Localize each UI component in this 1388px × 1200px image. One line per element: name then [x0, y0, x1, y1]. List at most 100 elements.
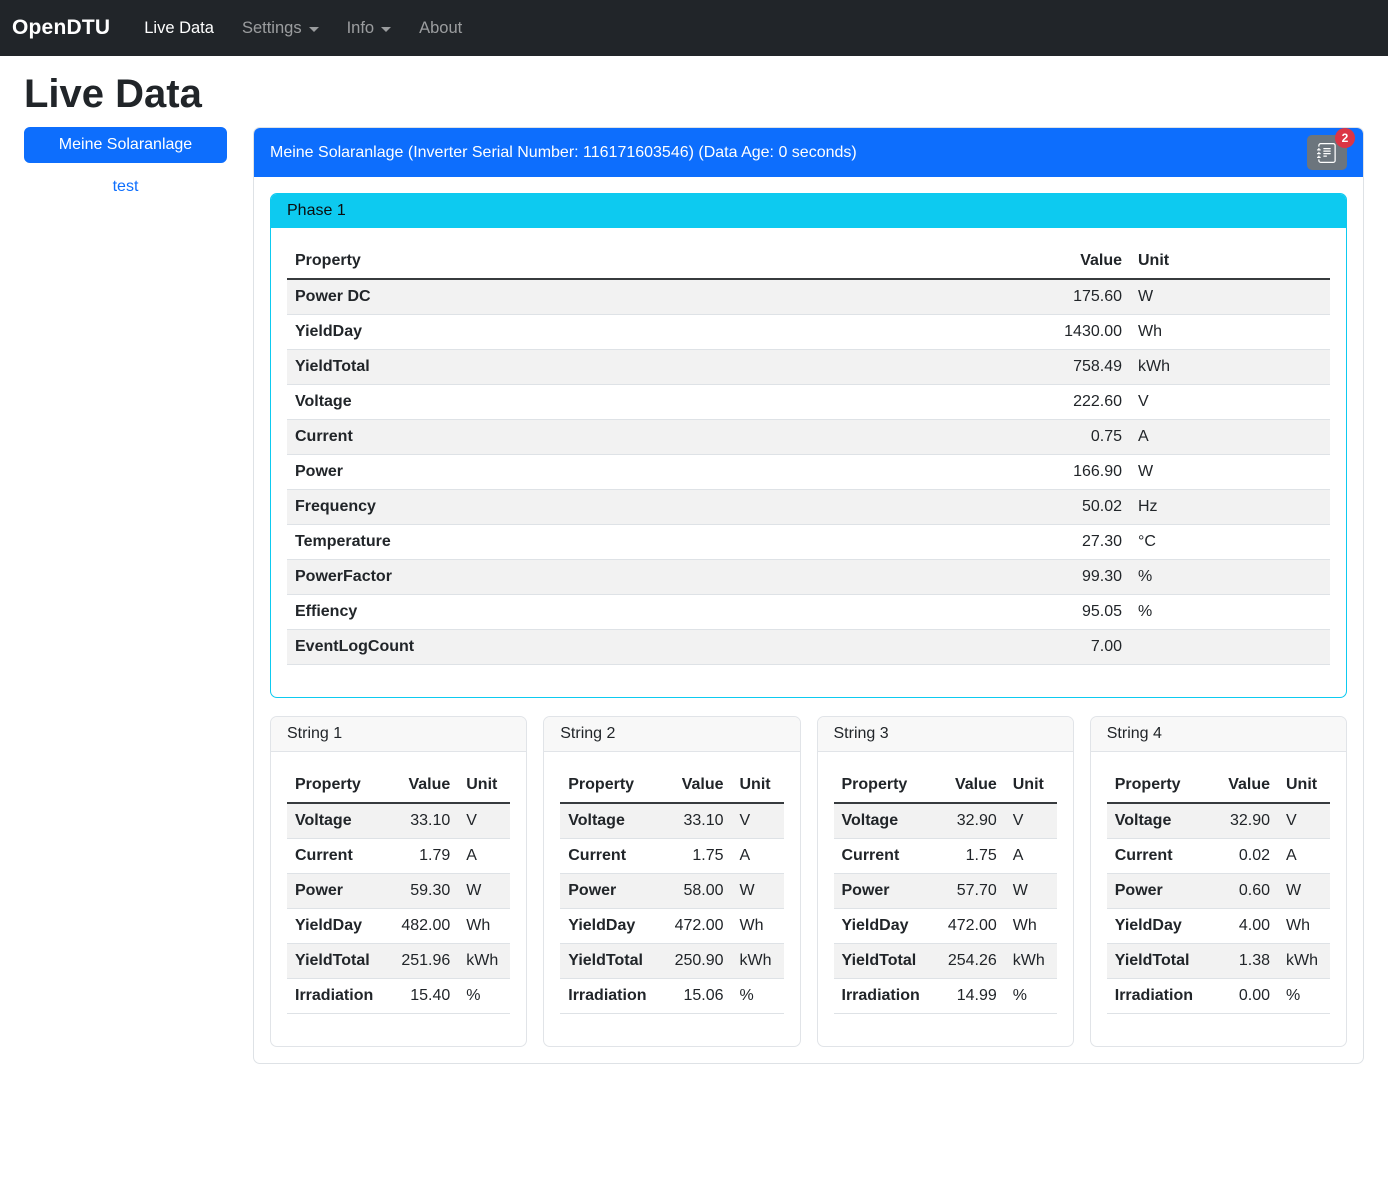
property-cell: YieldTotal [1114, 952, 1190, 969]
unit-cell: V [1138, 393, 1149, 410]
property-cell: Irradiation [1114, 987, 1193, 1004]
table-row: YieldDay 1430.00 Wh [287, 315, 1330, 350]
unit-cell: Hz [1138, 498, 1158, 515]
table-header-row: Property Value Unit [287, 244, 1330, 280]
inverter-select-link-test[interactable]: test [112, 178, 139, 195]
table-header-row: Property Value Unit [287, 768, 511, 804]
property-cell: Temperature [295, 533, 391, 550]
value-cell: 14.99 [956, 987, 997, 1004]
unit-cell: % [1286, 987, 1301, 1004]
table-row: Irradiation 14.99% [833, 979, 1057, 1014]
property-cell: Current [841, 847, 900, 864]
value-cell: 1.75 [965, 847, 997, 864]
eventlog-button[interactable]: 2 [1307, 128, 1355, 170]
value-cell: 0.00 [1238, 987, 1270, 1004]
inverter-select-button[interactable]: Meine Solaranlage [24, 127, 227, 163]
table-row: Current 1.75 A [833, 839, 1057, 874]
unit-cell: Wh [1286, 917, 1310, 934]
string-card-body: Property Value Unit Voltage 32.90 V Current… [1091, 752, 1346, 1046]
string-card-title: String 1 [271, 717, 527, 752]
value-cell: 27.30 [1081, 533, 1122, 550]
unit-cell: V [739, 812, 751, 829]
column-header-unit: Unit [1004, 768, 1057, 804]
table-row: Power 59.30 W [287, 873, 511, 909]
inverter-card: Meine Solaranlage (Inverter Serial Numbe… [253, 127, 1364, 1064]
property-cell: Voltage [568, 812, 625, 829]
brand-logo[interactable]: OpenDTU [12, 16, 111, 39]
value-cell: 1.75 [692, 847, 724, 864]
inverter-card-header: Meine Solaranlage (Inverter Serial Numbe… [254, 128, 1363, 177]
column-header-property: Property [1106, 768, 1206, 804]
property-cell: Power DC [295, 288, 371, 305]
value-cell: 58.00 [683, 882, 724, 899]
inverter-card-title: Meine Solaranlage (Inverter Serial Numbe… [270, 143, 857, 161]
property-cell: YieldTotal [568, 952, 643, 969]
value-cell: 33.10 [410, 812, 451, 829]
table-row: Voltage 33.10 V [287, 803, 511, 839]
column-header-property: Property [287, 244, 1010, 280]
value-cell: 0.75 [1090, 428, 1122, 445]
table-row: Power 0.60 W [1106, 873, 1330, 909]
value-cell: 57.70 [956, 882, 997, 899]
value-cell: 472.00 [947, 917, 997, 934]
string-table-2: Property Value Unit Voltage 33.10 V Current… [560, 768, 784, 1014]
property-cell: Current [568, 847, 627, 864]
value-cell: 99.30 [1081, 568, 1122, 585]
table-row: Voltage 32.90 V [1106, 803, 1330, 839]
unit-cell: Wh [466, 917, 491, 934]
string-table-4: Property Value Unit Voltage 32.90 V Current… [1106, 768, 1330, 1014]
value-cell: 251.96 [401, 952, 451, 969]
string-card-body: Property Value Unit Voltage 33.10 V Current… [271, 752, 526, 1046]
nav-item-info[interactable]: Info [333, 11, 406, 46]
property-cell: EventLogCount [295, 638, 415, 655]
unit-cell: A [466, 847, 477, 864]
unit-cell: V [1286, 812, 1297, 829]
table-header-row: Property Value Unit [1106, 768, 1330, 804]
value-cell: 1.38 [1238, 952, 1270, 969]
value-cell: 222.60 [1073, 393, 1122, 410]
content-row: Meine Solaranlage test Meine Solaranlage… [0, 127, 1388, 1084]
table-row: Irradiation 15.40% [287, 979, 511, 1014]
page-title: Live Data [24, 72, 202, 116]
nav-item-about[interactable]: About [419, 18, 463, 37]
unit-cell: W [466, 882, 482, 899]
property-cell: Effiency [295, 603, 358, 620]
unit-cell: W [1286, 882, 1302, 899]
column-header-value: Value [386, 768, 459, 804]
unit-cell: W [1012, 882, 1028, 899]
string-card-4: String 4 Property Value Unit Voltage 32.9… [1089, 716, 1347, 1047]
unit-cell: A [739, 847, 751, 864]
property-cell: YieldTotal [841, 952, 917, 969]
property-cell: Voltage [1114, 812, 1172, 829]
table-row: Current 0.02 A [1106, 839, 1330, 874]
unit-cell: W [1138, 288, 1154, 305]
property-cell: Current [295, 847, 353, 864]
unit-cell: V [1012, 812, 1024, 829]
value-cell: 50.02 [1081, 498, 1122, 515]
column-header-unit: Unit [1130, 244, 1330, 280]
string-card-body: Property Value Unit Voltage 33.10 V Current… [544, 752, 799, 1046]
property-cell: YieldDay [841, 917, 909, 934]
nav-item-live-data[interactable]: Live Data [144, 18, 214, 37]
table-row: Current 1.75 A [560, 839, 784, 874]
table-row: YieldDay 482.00 Wh [287, 909, 511, 944]
inverter-card-body: Phase 1 Property Value Unit Power DC 175.… [254, 177, 1363, 1063]
property-cell: Voltage [841, 812, 899, 829]
value-cell: 166.90 [1073, 463, 1122, 480]
caret-down-icon [308, 26, 319, 32]
unit-cell: A [1012, 847, 1024, 864]
string-card-title: String 3 [817, 717, 1073, 752]
table-row: Effiency 95.05% [287, 595, 1330, 630]
table-header-row: Property Value Unit [560, 768, 784, 804]
table-row: Power 58.00 W [560, 873, 784, 909]
nav-item-settings[interactable]: Settings [228, 11, 333, 46]
property-cell: Power [841, 882, 890, 899]
table-row: Voltage 33.10 V [560, 803, 784, 839]
property-cell: YieldDay [1114, 917, 1182, 934]
value-cell: 482.00 [401, 917, 451, 934]
unit-cell: A [1138, 428, 1149, 445]
table-row: Voltage 222.60 V [287, 385, 1330, 420]
journal-text-icon [1317, 142, 1337, 163]
value-cell: 254.26 [947, 952, 997, 969]
column-header-unit: Unit [458, 768, 511, 804]
